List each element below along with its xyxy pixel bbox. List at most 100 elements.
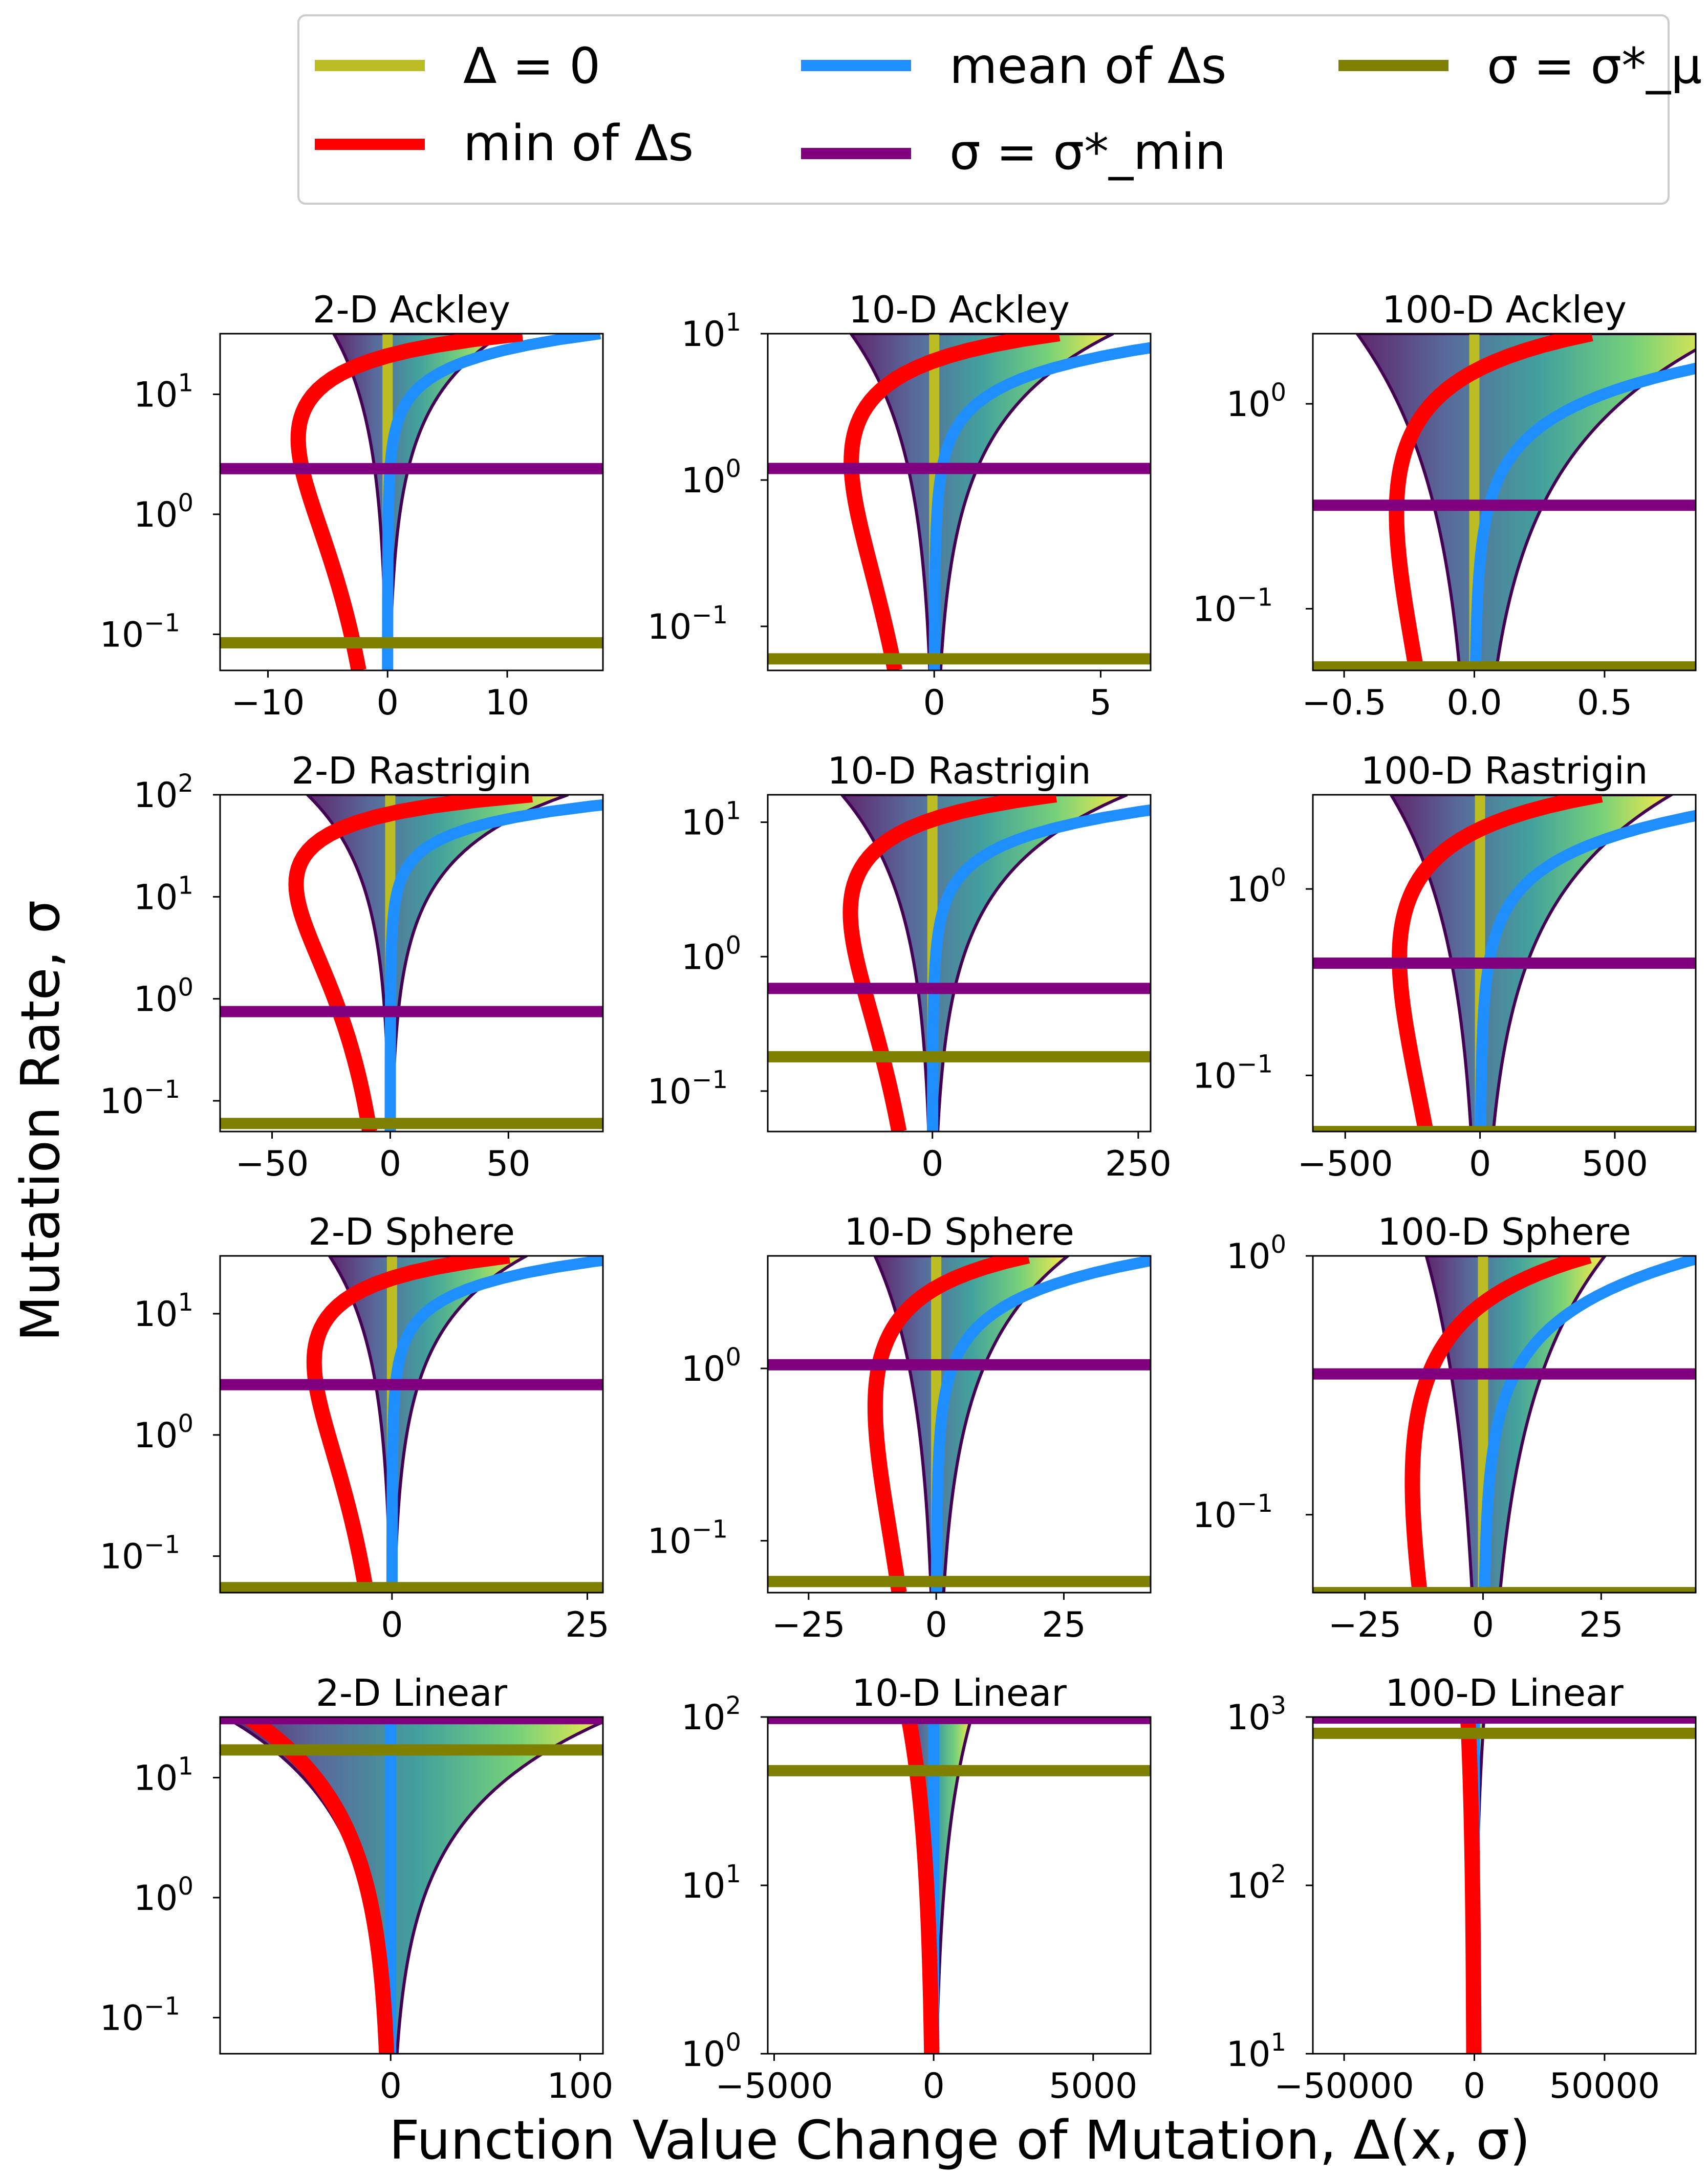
mean-curve (386, 1256, 603, 1593)
legend-frame (297, 14, 1670, 205)
subplot-3: 2-D Rastrigin −50 0 50 102 101 100 10−1 (100, 749, 604, 1184)
axes-frame (219, 1716, 604, 2055)
y-tick-label: 101 (681, 308, 741, 355)
y-tick-label: 101 (134, 1752, 193, 1798)
subplot-1: 10-D Ackley 0 5 101 100 10−1 (647, 288, 1152, 723)
plot-area (220, 1256, 603, 1593)
density-region (1424, 1256, 1607, 1593)
x-tick-label: 0 (1469, 1144, 1491, 1184)
subplot-2: 100-D Ackley −0.5 0.0 0.5 100 10−1 (1193, 288, 1697, 723)
x-tick-label: −50000 (1274, 2066, 1414, 2106)
min-curve (1404, 1256, 1592, 1593)
x-tick-label: 0.5 (1577, 683, 1632, 723)
min-curve (842, 795, 1057, 1132)
x-tick-label: −10 (231, 683, 305, 723)
x-tick-label: 0 (380, 2066, 402, 2106)
y-tick-label: 10−1 (1193, 583, 1273, 629)
subplot-title: 2-D Linear (316, 1671, 507, 1714)
y-tick-label: 101 (681, 797, 741, 843)
x-tick-label: 0 (923, 683, 945, 723)
x-tick-label: −0.5 (1302, 683, 1386, 723)
subplot-title: 2-D Sphere (308, 1210, 515, 1253)
density-region (849, 334, 1114, 670)
min-curve (290, 334, 523, 670)
y-tick-label: 10−1 (100, 608, 180, 655)
y-tick-label: 100 (681, 454, 741, 501)
density-region (222, 1717, 603, 2054)
y-tick-label: 10−1 (100, 1531, 180, 1577)
x-tick-label: −50 (235, 1144, 309, 1184)
mean-curve (931, 1256, 1151, 1593)
x-tick-label: 100 (547, 2066, 614, 2106)
subplot-title: 10-D Rastrigin (827, 749, 1091, 792)
x-tick-label: 5 (1090, 683, 1112, 723)
plot-area (220, 795, 603, 1132)
subplot-title: 100-D Ackley (1382, 288, 1627, 331)
x-tick-label: 0 (925, 1605, 947, 1645)
plot-area (220, 1717, 603, 2054)
plot-area (768, 334, 1151, 670)
plot-area (220, 334, 603, 670)
mean-curve (928, 342, 1151, 670)
y-tick-label: 100 (1226, 1230, 1286, 1277)
subplot-title: 100-D Rastrigin (1361, 749, 1648, 792)
subplot-9: 2-D Linear 0 100 101 100 10−1 (100, 1671, 614, 2106)
plot-area (768, 795, 1151, 1132)
legend-label-sigma-min: σ = σ*_min (949, 123, 1226, 181)
x-tick-label: 10 (485, 683, 530, 723)
y-tick-label: 102 (1226, 1860, 1286, 1906)
y-tick-label: 10−1 (100, 1075, 180, 1122)
y-tick-label: 10−1 (647, 601, 728, 647)
density-region (328, 1256, 530, 1593)
x-tick-label: 0 (377, 683, 399, 723)
y-tick-label: 101 (681, 1860, 741, 1906)
plot-area (1313, 1256, 1696, 1593)
subplot-10: 10-D Linear −5000 0 5000 102 101 100 (681, 1671, 1152, 2106)
x-tick-label: −5000 (715, 2066, 833, 2106)
axes-frame (767, 333, 1152, 671)
axes-frame (767, 794, 1152, 1133)
density-region (1389, 795, 1675, 1132)
x-tick-label: −500 (1298, 1144, 1393, 1184)
subplot-title: 10-D Ackley (849, 288, 1070, 331)
density-region (839, 795, 1128, 1132)
x-tick-label: 0 (1463, 2066, 1485, 2106)
x-tick-label: 500 (1582, 1144, 1648, 1184)
x-tick-label: 0 (381, 1605, 403, 1645)
y-tick-label: 101 (134, 368, 193, 415)
x-tick-label: 50 (486, 1144, 531, 1184)
subplot-title: 2-D Rastrigin (291, 749, 531, 792)
legend-label-mean: mean of Δs (949, 37, 1227, 95)
y-tick-label: 100 (134, 1872, 193, 1919)
min-curve (306, 1256, 510, 1593)
x-tick-label: 25 (1042, 1605, 1086, 1645)
axes-frame (219, 1255, 604, 1594)
y-tick-label: 10−1 (100, 1992, 180, 2038)
y-tick-label: 101 (134, 1288, 193, 1335)
subplot-6: 2-D Sphere 0 25 101 100 10−1 (100, 1210, 610, 1645)
subplot-title: 100-D Linear (1385, 1671, 1624, 1714)
subplot-title: 100-D Sphere (1377, 1210, 1631, 1253)
y-tick-label: 100 (1226, 378, 1286, 425)
plot-area (1313, 1717, 1696, 2054)
mean-curve (1479, 1256, 1696, 1593)
y-tick-label: 101 (134, 871, 193, 918)
subplot-5: 100-D Rastrigin −500 0 500 100 10−1 (1193, 749, 1697, 1184)
x-tick-label: 0.0 (1446, 683, 1502, 723)
y-tick-label: 100 (681, 1343, 741, 1389)
x-tick-label: −25 (1328, 1605, 1402, 1645)
min-curve (844, 334, 1061, 670)
min-curve (243, 1717, 395, 2054)
legend-label-sigma-mu: σ = σ*_μ (1487, 37, 1702, 95)
subplot-11: 100-D Linear −50000 0 50000 103 102 101 (1226, 1671, 1697, 2106)
y-tick-label: 102 (681, 1691, 741, 1738)
x-axis-title: Function Value Change of Mutation, Δ(x, … (389, 2109, 1530, 2171)
subplot-0: 2-D Ackley −10 0 10 101 100 10−1 (100, 288, 604, 723)
x-tick-label: 0 (1472, 1605, 1494, 1645)
min-curve (288, 795, 533, 1132)
min-curve (867, 1256, 1030, 1593)
axes-frame (1312, 1716, 1697, 2055)
y-tick-label: 100 (681, 2028, 741, 2075)
y-tick-label: 100 (681, 931, 741, 977)
